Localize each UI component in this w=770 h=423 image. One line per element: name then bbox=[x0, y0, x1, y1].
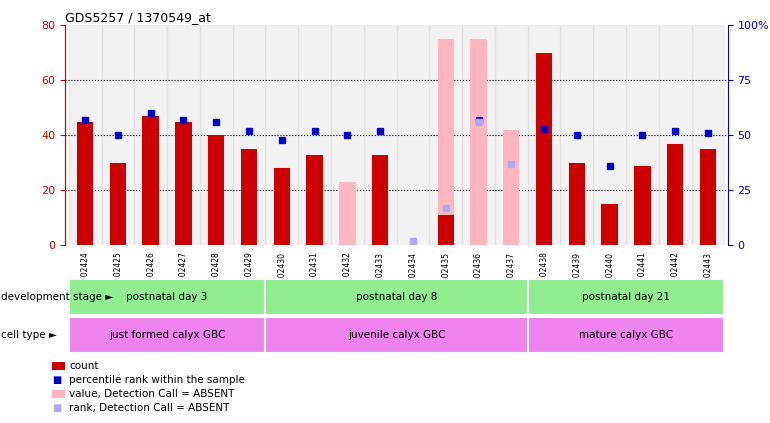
Bar bbox=[372, 155, 388, 245]
Bar bbox=[241, 149, 257, 245]
Bar bbox=[339, 182, 356, 245]
Bar bbox=[527, 279, 725, 315]
Bar bbox=[527, 25, 561, 245]
Bar bbox=[208, 135, 224, 245]
Text: value, Detection Call = ABSENT: value, Detection Call = ABSENT bbox=[69, 389, 235, 399]
Text: postnatal day 21: postnatal day 21 bbox=[582, 292, 670, 302]
Bar bbox=[691, 25, 725, 245]
Bar bbox=[593, 25, 626, 245]
Text: ■: ■ bbox=[52, 403, 62, 413]
Bar bbox=[430, 25, 462, 245]
Bar bbox=[495, 25, 527, 245]
Bar bbox=[266, 317, 527, 353]
Bar bbox=[233, 25, 266, 245]
Text: rank, Detection Call = ABSENT: rank, Detection Call = ABSENT bbox=[69, 403, 229, 413]
Bar bbox=[659, 25, 691, 245]
Text: mature calyx GBC: mature calyx GBC bbox=[579, 330, 673, 340]
Bar bbox=[363, 25, 397, 245]
Text: development stage ►: development stage ► bbox=[1, 292, 113, 302]
Bar bbox=[69, 279, 266, 315]
Bar bbox=[569, 163, 585, 245]
Bar bbox=[176, 122, 192, 245]
Bar bbox=[102, 25, 134, 245]
Bar bbox=[69, 25, 102, 245]
Bar bbox=[470, 39, 487, 245]
Bar bbox=[69, 317, 266, 353]
Text: cell type ►: cell type ► bbox=[1, 330, 57, 340]
Bar bbox=[134, 25, 167, 245]
Bar bbox=[298, 25, 331, 245]
Bar bbox=[306, 155, 323, 245]
Bar bbox=[462, 25, 495, 245]
Bar bbox=[634, 166, 651, 245]
Bar bbox=[273, 168, 290, 245]
Text: ■: ■ bbox=[52, 375, 62, 385]
Bar bbox=[536, 53, 552, 245]
Bar bbox=[266, 279, 527, 315]
Bar bbox=[200, 25, 233, 245]
Bar bbox=[437, 215, 454, 245]
Bar bbox=[601, 204, 618, 245]
Bar bbox=[167, 25, 200, 245]
Bar bbox=[626, 25, 659, 245]
Bar bbox=[503, 130, 520, 245]
Bar bbox=[397, 25, 430, 245]
Bar bbox=[667, 144, 684, 245]
Text: postnatal day 3: postnatal day 3 bbox=[126, 292, 208, 302]
Text: percentile rank within the sample: percentile rank within the sample bbox=[69, 375, 245, 385]
Text: just formed calyx GBC: just formed calyx GBC bbox=[109, 330, 226, 340]
Bar bbox=[527, 317, 725, 353]
Bar bbox=[331, 25, 363, 245]
Bar bbox=[142, 116, 159, 245]
Bar bbox=[437, 39, 454, 245]
Text: postnatal day 8: postnatal day 8 bbox=[356, 292, 437, 302]
Text: GDS5257 / 1370549_at: GDS5257 / 1370549_at bbox=[65, 11, 211, 24]
Bar bbox=[700, 149, 716, 245]
Text: count: count bbox=[69, 361, 99, 371]
Bar bbox=[77, 122, 93, 245]
Bar bbox=[561, 25, 593, 245]
Text: juvenile calyx GBC: juvenile calyx GBC bbox=[348, 330, 445, 340]
Bar bbox=[266, 25, 298, 245]
Bar bbox=[109, 163, 126, 245]
